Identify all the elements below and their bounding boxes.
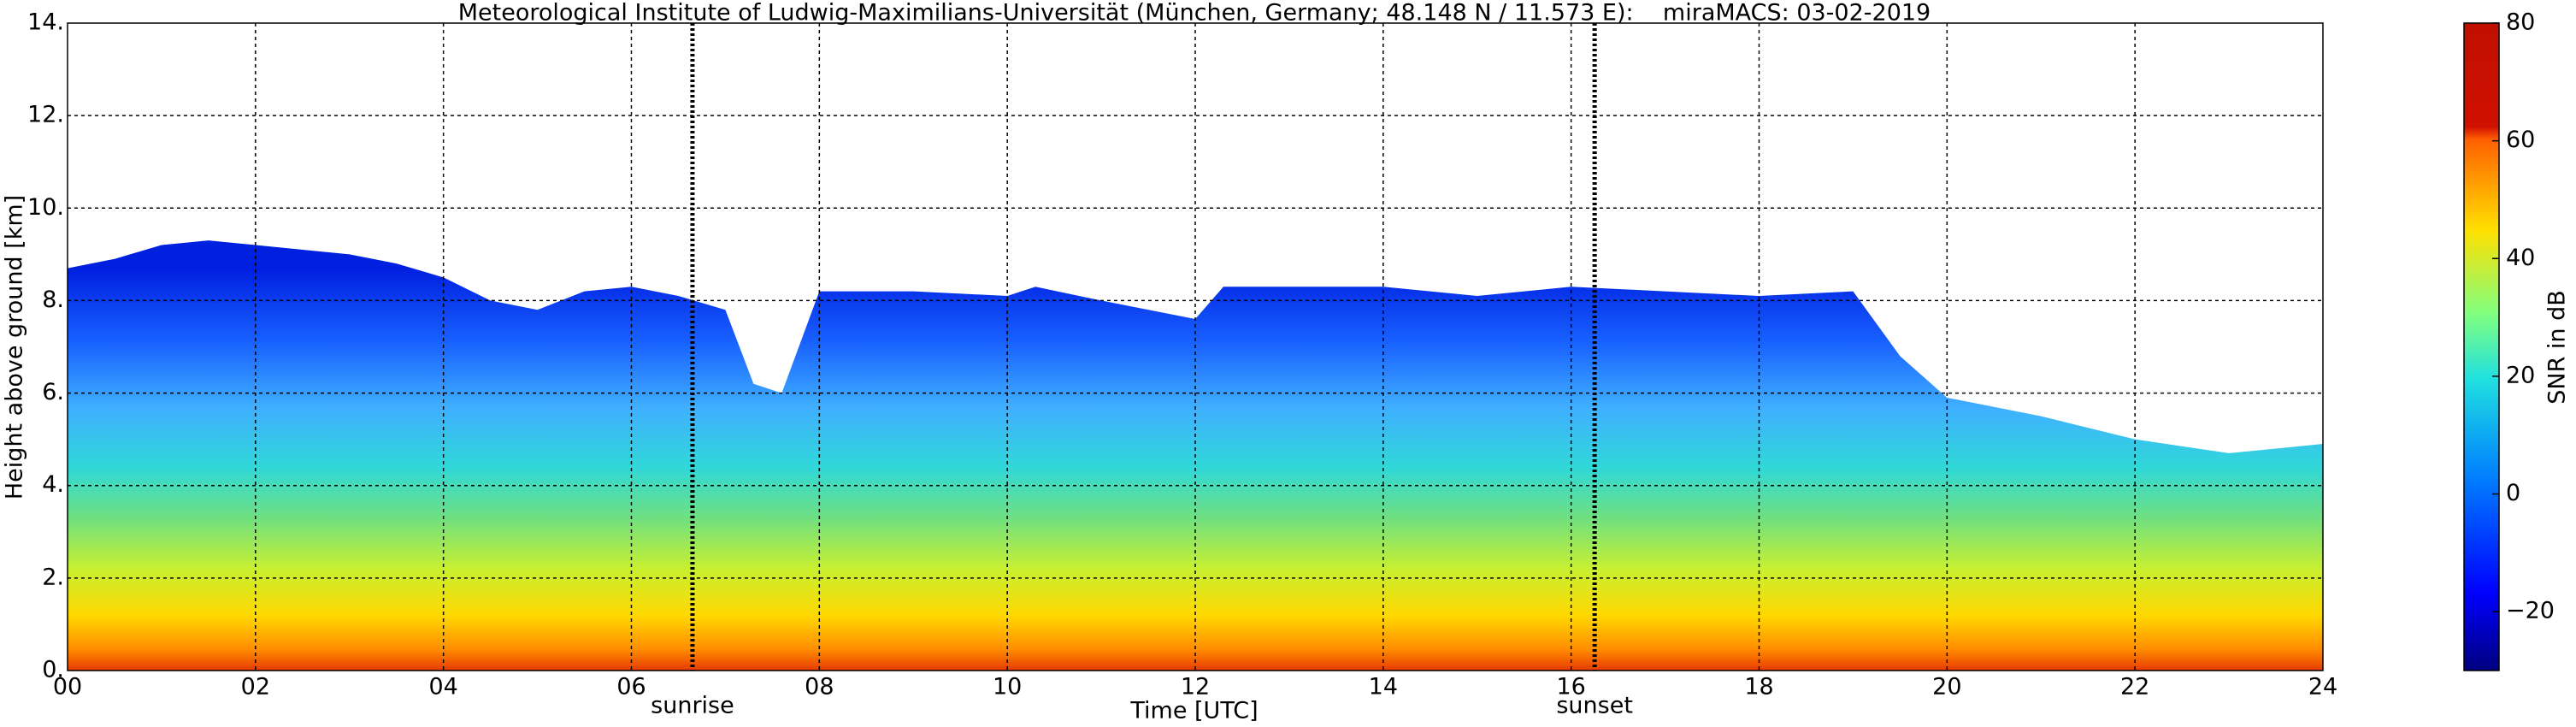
y-tick-label: 8. xyxy=(42,287,64,313)
colorbar-tick-label: 60 xyxy=(2506,127,2535,153)
colorbar-tick-label: −20 xyxy=(2506,598,2555,624)
colorbar-tick-label: 20 xyxy=(2506,362,2535,388)
x-tick-label: 18 xyxy=(1744,674,1773,700)
colorbar xyxy=(2463,22,2500,671)
x-tick-label: 02 xyxy=(241,674,270,700)
y-tick-label: 4. xyxy=(42,471,64,498)
colorbar-tick-label: 80 xyxy=(2506,9,2535,36)
y-tick-label: 10. xyxy=(27,194,64,221)
plot-frame xyxy=(67,22,2324,671)
colorbar-tick-label: 40 xyxy=(2506,245,2535,271)
x-tick-label: 16 xyxy=(1556,674,1585,700)
x-tick-label: 04 xyxy=(428,674,457,700)
y-tick-label: 2. xyxy=(42,564,64,590)
event-label: sunset xyxy=(1556,693,1633,719)
x-tick-label: 14 xyxy=(1369,674,1398,700)
x-axis-label: Time [UTC] xyxy=(1129,698,1258,724)
x-tick-label: 08 xyxy=(805,674,834,700)
y-tick-label: 14. xyxy=(27,9,64,36)
x-tick-label: 22 xyxy=(2120,674,2149,700)
chart-title: Meteorological Institute of Ludwig-Maxim… xyxy=(458,0,1931,27)
colorbar-tick-label: 0 xyxy=(2506,480,2520,506)
y-axis-label: Height above ground [km] xyxy=(2,195,28,499)
x-tick-label: 10 xyxy=(993,674,1022,700)
x-tick-label: 20 xyxy=(1932,674,1961,700)
x-tick-label: 06 xyxy=(616,674,645,700)
x-tick-label: 12 xyxy=(1181,674,1210,700)
event-label: sunrise xyxy=(651,693,734,719)
x-tick-label: 24 xyxy=(2308,674,2337,700)
y-tick-label: 6. xyxy=(42,379,64,405)
colorbar-label: SNR in dB xyxy=(2544,290,2571,405)
x-tick-label: 00 xyxy=(53,674,82,700)
y-tick-label: 0. xyxy=(42,657,64,683)
y-tick-label: 12. xyxy=(27,102,64,128)
